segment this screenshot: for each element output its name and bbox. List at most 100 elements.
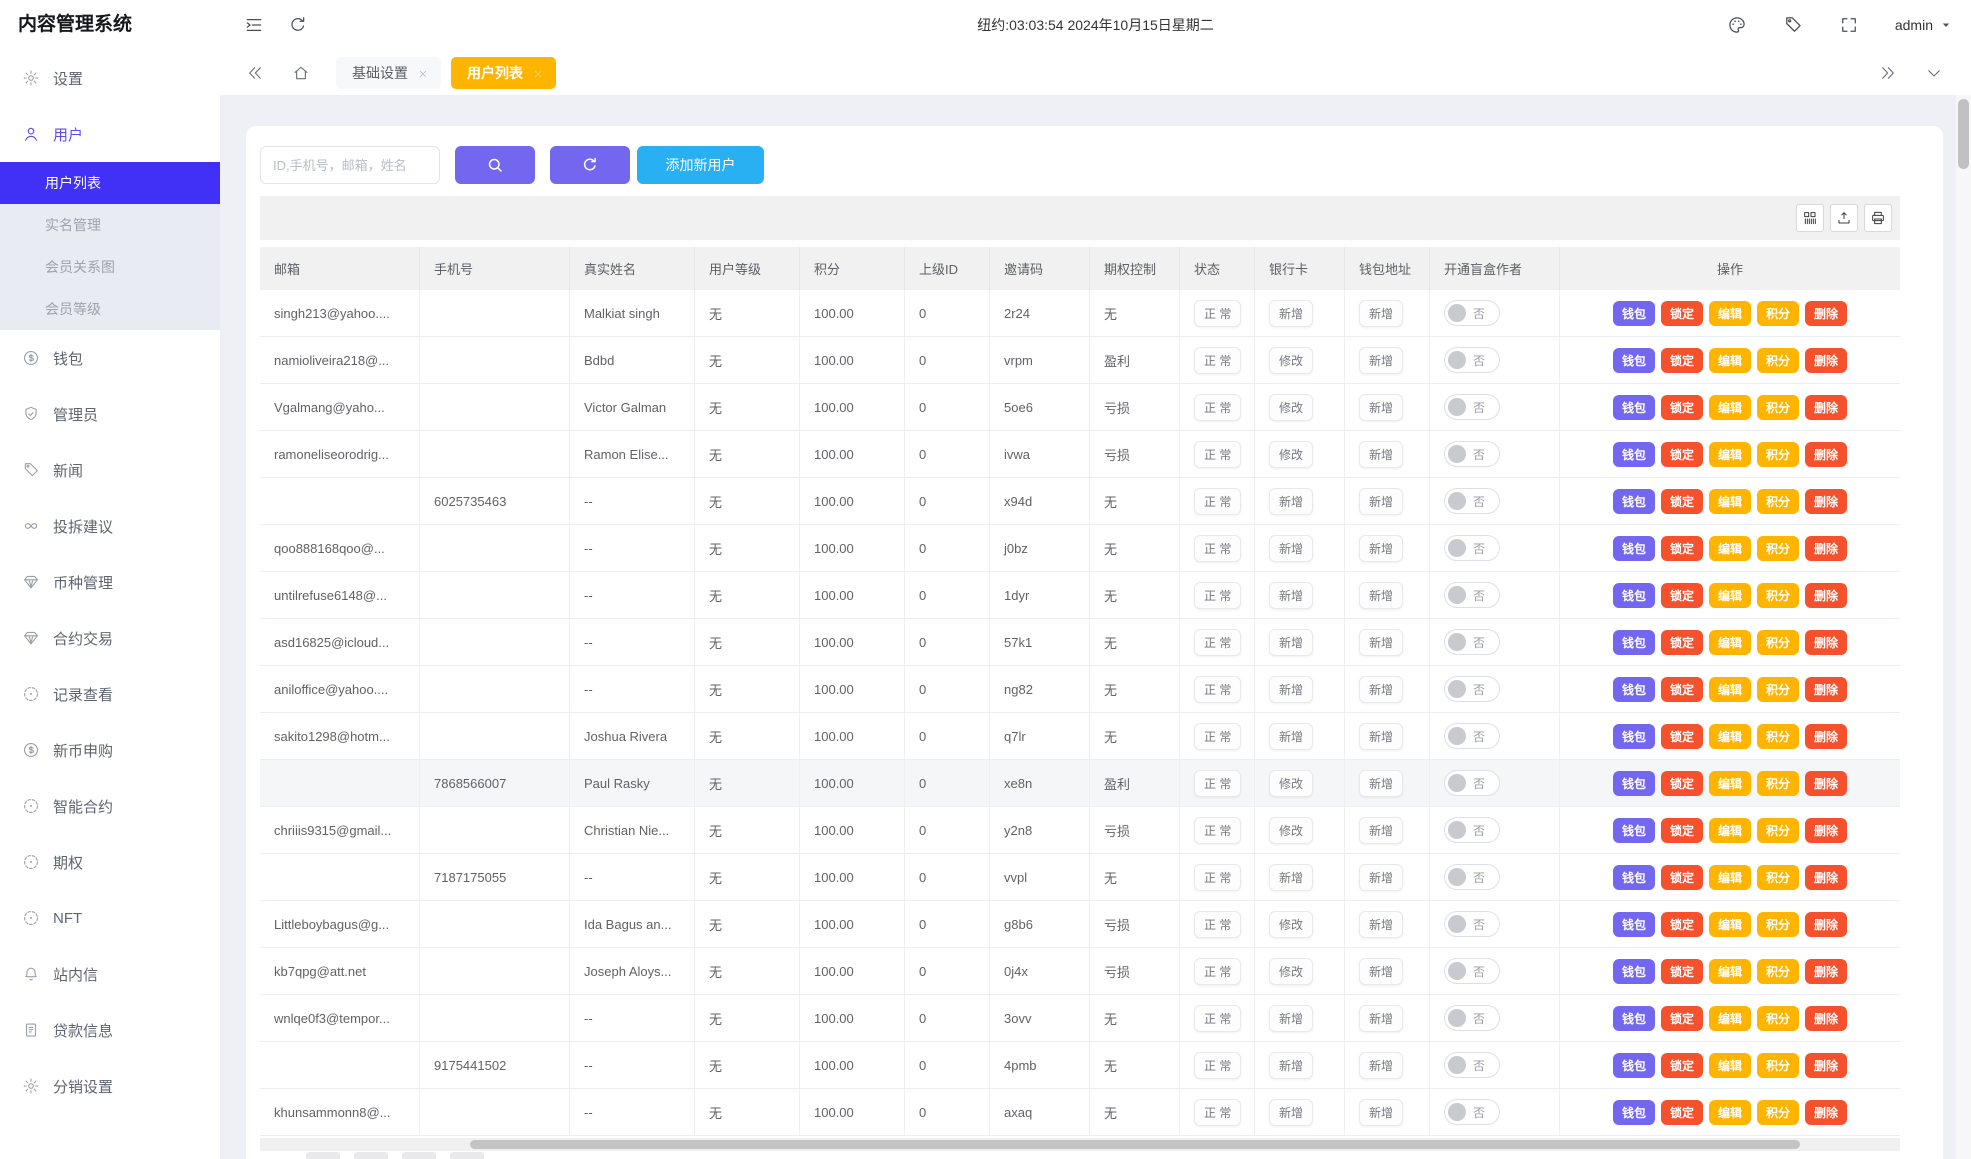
action-积分-button[interactable]: 积分 (1757, 817, 1800, 843)
action-锁定-button[interactable]: 锁定 (1660, 347, 1703, 373)
wallet-address-button[interactable]: 新增 (1359, 534, 1404, 562)
sidebar-subitem-会员等级[interactable]: 会员等级 (45, 301, 101, 317)
wallet-address-button[interactable]: 新增 (1359, 1004, 1404, 1032)
status-badge[interactable]: 正 常 (1194, 487, 1242, 515)
sidebar-subitem-实名管理[interactable]: 实名管理 (45, 217, 101, 233)
action-钱包-button[interactable]: 钱包 (1612, 723, 1655, 749)
tab-基础设置[interactable]: 基础设置 (336, 56, 441, 89)
sidebar-item-币种管理[interactable]: 币种管理 (0, 554, 220, 610)
status-badge[interactable]: 正 常 (1194, 1051, 1242, 1079)
blindbox-toggle[interactable]: 否 (1444, 535, 1500, 561)
bank-card-button[interactable]: 修改 (1269, 393, 1314, 421)
print-icon[interactable] (1864, 204, 1892, 232)
blindbox-toggle[interactable]: 否 (1444, 300, 1500, 326)
bank-card-button[interactable]: 新增 (1269, 581, 1314, 609)
blindbox-toggle[interactable]: 否 (1444, 582, 1500, 608)
bank-card-button[interactable]: 修改 (1269, 346, 1314, 374)
action-积分-button[interactable]: 积分 (1757, 770, 1800, 796)
action-删除-button[interactable]: 删除 (1805, 1099, 1848, 1125)
action-积分-button[interactable]: 积分 (1757, 864, 1800, 890)
wallet-address-button[interactable]: 新增 (1359, 910, 1404, 938)
action-钱包-button[interactable]: 钱包 (1612, 1099, 1655, 1125)
bank-card-button[interactable]: 新增 (1269, 1098, 1314, 1126)
blindbox-toggle[interactable]: 否 (1444, 676, 1500, 702)
action-锁定-button[interactable]: 锁定 (1660, 394, 1703, 420)
blindbox-toggle[interactable]: 否 (1444, 441, 1500, 467)
status-badge[interactable]: 正 常 (1194, 910, 1242, 938)
action-锁定-button[interactable]: 锁定 (1660, 441, 1703, 467)
status-badge[interactable]: 正 常 (1194, 957, 1242, 985)
action-钱包-button[interactable]: 钱包 (1612, 347, 1655, 373)
action-锁定-button[interactable]: 锁定 (1660, 1099, 1703, 1125)
action-积分-button[interactable]: 积分 (1757, 1099, 1800, 1125)
action-积分-button[interactable]: 积分 (1757, 629, 1800, 655)
reset-button[interactable] (550, 146, 630, 184)
action-钱包-button[interactable]: 钱包 (1612, 817, 1655, 843)
wallet-address-button[interactable]: 新增 (1359, 487, 1404, 515)
action-钱包-button[interactable]: 钱包 (1612, 864, 1655, 890)
action-锁定-button[interactable]: 锁定 (1660, 911, 1703, 937)
status-badge[interactable]: 正 常 (1194, 346, 1242, 374)
search-button[interactable] (455, 146, 535, 184)
sidebar-item-站内信[interactable]: 站内信 (0, 946, 220, 1002)
status-badge[interactable]: 正 常 (1194, 816, 1242, 844)
action-钱包-button[interactable]: 钱包 (1612, 394, 1655, 420)
fullscreen-icon[interactable] (1839, 15, 1859, 35)
action-钱包-button[interactable]: 钱包 (1612, 911, 1655, 937)
wallet-address-button[interactable]: 新增 (1359, 393, 1404, 421)
bank-card-button[interactable]: 修改 (1269, 910, 1314, 938)
status-badge[interactable]: 正 常 (1194, 1004, 1242, 1032)
sidebar-item-NFT[interactable]: NFT (0, 890, 220, 946)
wallet-address-button[interactable]: 新增 (1359, 1051, 1404, 1079)
status-badge[interactable]: 正 常 (1194, 440, 1242, 468)
status-badge[interactable]: 正 常 (1194, 863, 1242, 891)
sidebar-item-智能合约[interactable]: 智能合约 (0, 778, 220, 834)
action-积分-button[interactable]: 积分 (1757, 394, 1800, 420)
action-积分-button[interactable]: 积分 (1757, 676, 1800, 702)
action-锁定-button[interactable]: 锁定 (1660, 864, 1703, 890)
bank-card-button[interactable]: 新增 (1269, 1004, 1314, 1032)
action-锁定-button[interactable]: 锁定 (1660, 817, 1703, 843)
tabs-scroll-left-icon[interactable] (246, 64, 264, 82)
action-删除-button[interactable]: 删除 (1805, 723, 1848, 749)
action-锁定-button[interactable]: 锁定 (1660, 629, 1703, 655)
blindbox-toggle[interactable]: 否 (1444, 1005, 1500, 1031)
action-编辑-button[interactable]: 编辑 (1708, 864, 1751, 890)
vertical-scrollbar-thumb[interactable] (1958, 99, 1969, 169)
vertical-scrollbar[interactable] (1956, 95, 1971, 1159)
action-积分-button[interactable]: 积分 (1757, 1005, 1800, 1031)
bank-card-button[interactable]: 新增 (1269, 299, 1314, 327)
sidebar-item-分销设置[interactable]: 分销设置 (0, 1058, 220, 1114)
wallet-address-button[interactable]: 新增 (1359, 1098, 1404, 1126)
tab-用户列表[interactable]: 用户列表 (451, 56, 556, 89)
action-钱包-button[interactable]: 钱包 (1612, 958, 1655, 984)
add-user-button[interactable]: 添加新用户 (637, 146, 764, 184)
bank-card-button[interactable]: 修改 (1269, 957, 1314, 985)
action-删除-button[interactable]: 删除 (1805, 629, 1848, 655)
bank-card-button[interactable]: 新增 (1269, 863, 1314, 891)
pagination-item[interactable] (306, 1152, 340, 1159)
sidebar-subitem-会员关系图[interactable]: 会员关系图 (45, 259, 115, 275)
sidebar-item-合约交易[interactable]: 合约交易 (0, 610, 220, 666)
refresh-icon[interactable] (288, 15, 308, 35)
action-删除-button[interactable]: 删除 (1805, 817, 1848, 843)
status-badge[interactable]: 正 常 (1194, 769, 1242, 797)
user-menu[interactable]: admin (1895, 17, 1953, 33)
action-积分-button[interactable]: 积分 (1757, 911, 1800, 937)
status-badge[interactable]: 正 常 (1194, 299, 1242, 327)
bank-card-button[interactable]: 新增 (1269, 675, 1314, 703)
action-锁定-button[interactable]: 锁定 (1660, 723, 1703, 749)
action-积分-button[interactable]: 积分 (1757, 441, 1800, 467)
wallet-address-button[interactable]: 新增 (1359, 346, 1404, 374)
sidebar-item-管理员[interactable]: 管理员 (0, 386, 220, 442)
status-badge[interactable]: 正 常 (1194, 393, 1242, 421)
action-钱包-button[interactable]: 钱包 (1612, 582, 1655, 608)
bank-card-button[interactable]: 修改 (1269, 816, 1314, 844)
sidebar-item-记录查看[interactable]: 记录查看 (0, 666, 220, 722)
action-删除-button[interactable]: 删除 (1805, 394, 1848, 420)
action-积分-button[interactable]: 积分 (1757, 1052, 1800, 1078)
action-积分-button[interactable]: 积分 (1757, 488, 1800, 514)
action-钱包-button[interactable]: 钱包 (1612, 770, 1655, 796)
wallet-address-button[interactable]: 新增 (1359, 863, 1404, 891)
palette-icon[interactable] (1727, 15, 1747, 35)
